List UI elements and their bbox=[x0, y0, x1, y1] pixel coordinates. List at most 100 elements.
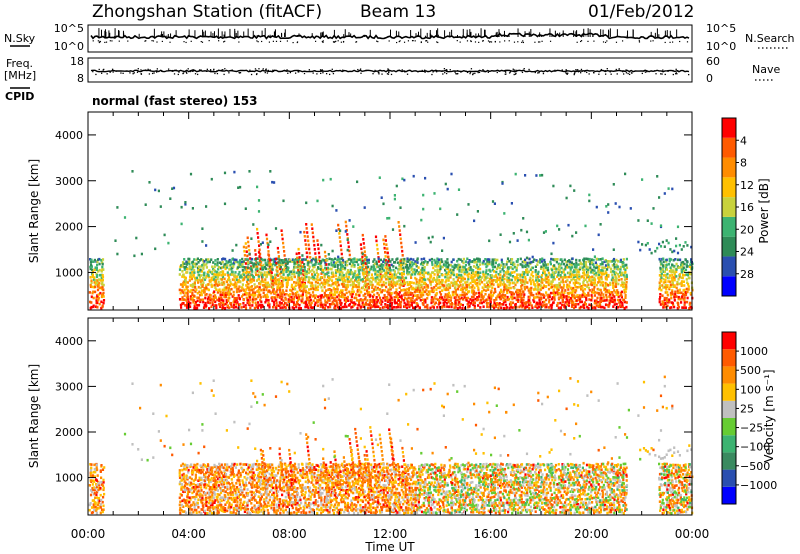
data-cell bbox=[579, 297, 582, 301]
data-cell bbox=[526, 305, 529, 309]
data-cell bbox=[585, 265, 588, 268]
data-cell bbox=[516, 291, 520, 295]
data-cell bbox=[281, 306, 284, 309]
data-cell bbox=[591, 296, 594, 299]
data-cell bbox=[439, 285, 442, 289]
data-cell bbox=[171, 187, 174, 190]
data-cell bbox=[422, 277, 426, 281]
data-cell bbox=[540, 275, 543, 279]
data-cell bbox=[291, 306, 294, 309]
data-cell bbox=[519, 257, 522, 261]
data-cell bbox=[249, 296, 252, 299]
data-cell bbox=[317, 266, 320, 269]
data-cell bbox=[101, 278, 104, 282]
data-cell bbox=[348, 290, 351, 294]
data-cell bbox=[335, 301, 338, 305]
data-cell bbox=[296, 278, 299, 281]
data-cell bbox=[610, 296, 614, 300]
data-cell bbox=[336, 260, 339, 263]
data-cell bbox=[422, 273, 425, 276]
data-cell bbox=[414, 276, 417, 280]
data-cell bbox=[511, 267, 514, 271]
data-cell bbox=[350, 260, 353, 263]
data-cell bbox=[553, 284, 556, 287]
data-cell bbox=[262, 288, 266, 291]
data-cell bbox=[599, 223, 602, 226]
data-cell bbox=[411, 261, 414, 264]
data-cell bbox=[465, 268, 468, 271]
data-cell bbox=[226, 463, 229, 466]
data-cell bbox=[184, 463, 187, 467]
data-cell bbox=[189, 275, 193, 279]
data-cell bbox=[330, 279, 334, 282]
data-cell bbox=[194, 262, 197, 266]
data-cell bbox=[447, 288, 450, 291]
data-cell bbox=[231, 493, 234, 497]
data-cell bbox=[346, 280, 349, 284]
data-cell bbox=[369, 306, 372, 310]
data-cell bbox=[310, 258, 313, 262]
data-cell bbox=[323, 291, 326, 295]
data-cell bbox=[423, 257, 426, 261]
data-cell bbox=[447, 270, 451, 273]
data-cell bbox=[309, 293, 312, 297]
data-cell bbox=[685, 273, 688, 276]
data-cell bbox=[95, 496, 99, 499]
data-cell bbox=[198, 275, 201, 279]
data-cell bbox=[100, 508, 104, 512]
data-cell bbox=[359, 268, 362, 272]
data-cell bbox=[214, 488, 217, 491]
data-cell bbox=[234, 276, 237, 279]
data-cell bbox=[564, 267, 567, 271]
data-cell bbox=[384, 299, 387, 302]
data-cell bbox=[186, 486, 189, 490]
data-cell bbox=[496, 278, 499, 281]
data-cell bbox=[447, 291, 450, 295]
data-cell bbox=[305, 285, 308, 288]
data-cell bbox=[367, 261, 370, 264]
data-cell bbox=[473, 279, 476, 282]
data-cell bbox=[382, 260, 385, 263]
data-cell bbox=[617, 275, 620, 278]
data-cell bbox=[259, 252, 262, 256]
data-cell bbox=[197, 296, 200, 300]
data-cell bbox=[528, 261, 531, 265]
data-cell bbox=[189, 295, 192, 298]
data-cell bbox=[222, 466, 225, 469]
data-cell bbox=[499, 270, 502, 273]
data-cell bbox=[226, 291, 229, 294]
data-cell bbox=[609, 293, 612, 296]
data-cell bbox=[597, 233, 600, 237]
data-cell bbox=[584, 302, 587, 306]
data-cell bbox=[409, 296, 412, 300]
data-cell bbox=[423, 266, 426, 269]
data-cell bbox=[508, 266, 511, 269]
freq-unit-label: [MHz] bbox=[4, 69, 36, 82]
data-cell bbox=[91, 268, 94, 272]
data-cell bbox=[376, 270, 379, 273]
data-cell bbox=[282, 199, 285, 203]
data-cell bbox=[411, 292, 414, 295]
data-cell bbox=[502, 266, 505, 269]
data-cell bbox=[530, 282, 533, 286]
data-cell bbox=[393, 194, 396, 197]
data-cell bbox=[412, 281, 415, 285]
data-cell bbox=[99, 493, 102, 497]
data-cell bbox=[184, 481, 187, 485]
data-cell bbox=[315, 286, 318, 290]
data-cell bbox=[301, 276, 304, 280]
data-cell bbox=[668, 257, 671, 261]
data-cell bbox=[663, 245, 666, 248]
data-cell bbox=[605, 274, 609, 277]
data-cell bbox=[339, 303, 342, 307]
data-cell bbox=[675, 262, 678, 266]
data-cell bbox=[180, 306, 183, 309]
data-cell bbox=[665, 297, 668, 300]
data-cell bbox=[184, 501, 187, 505]
data-cell bbox=[493, 265, 497, 269]
data-cell bbox=[326, 281, 329, 284]
data-cell bbox=[197, 498, 200, 501]
data-cell bbox=[300, 268, 303, 272]
data-cell bbox=[261, 273, 264, 277]
data-cell bbox=[428, 293, 431, 296]
